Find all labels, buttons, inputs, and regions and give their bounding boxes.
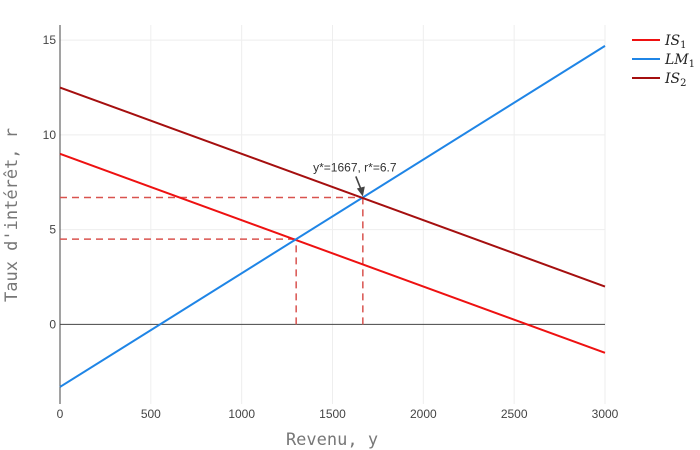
- series-line-is2: [59, 86, 606, 288]
- y-tick-labels: 0 5 10 15: [43, 33, 57, 331]
- series-line-is1: [59, 152, 606, 354]
- series-lines: [59, 44, 606, 388]
- legend-item-is2[interactable]: IS2: [632, 71, 687, 89]
- x-tick-label: 3000: [592, 407, 619, 421]
- legend-label: IS2: [664, 71, 687, 89]
- legend-item-is1[interactable]: IS1: [632, 33, 687, 51]
- x-tick-label: 1000: [228, 407, 255, 421]
- x-tick-labels: 0 500 1000 1500 2000 2500 3000: [57, 407, 619, 421]
- annotation-text: y*=1667, r*=6.7: [313, 160, 397, 174]
- x-tick-label: 2000: [410, 407, 437, 421]
- legend-label: IS1: [664, 33, 687, 51]
- x-tick-label: 500: [141, 407, 161, 421]
- legend-item-lm1[interactable]: LM1: [632, 52, 695, 70]
- x-axis-title: Revenu, y: [286, 430, 378, 450]
- y-axis-title: Taux d'intérêt, r: [2, 128, 22, 302]
- legend-label: LM1: [664, 52, 695, 70]
- x-tick-label: 1500: [319, 407, 346, 421]
- y-tick-label: 10: [43, 128, 57, 142]
- grid: [60, 25, 606, 404]
- y-tick-label: 5: [49, 223, 56, 237]
- annotation-arrow-head: [356, 186, 365, 197]
- y-tick-label: 0: [49, 317, 56, 331]
- reference-lines: [60, 196, 364, 325]
- x-tick-label: 0: [57, 407, 64, 421]
- series-line-lm1: [59, 44, 606, 388]
- annotation: y*=1667, r*=6.7: [313, 160, 397, 197]
- y-tick-label: 15: [43, 33, 57, 47]
- x-tick-label: 2500: [501, 407, 528, 421]
